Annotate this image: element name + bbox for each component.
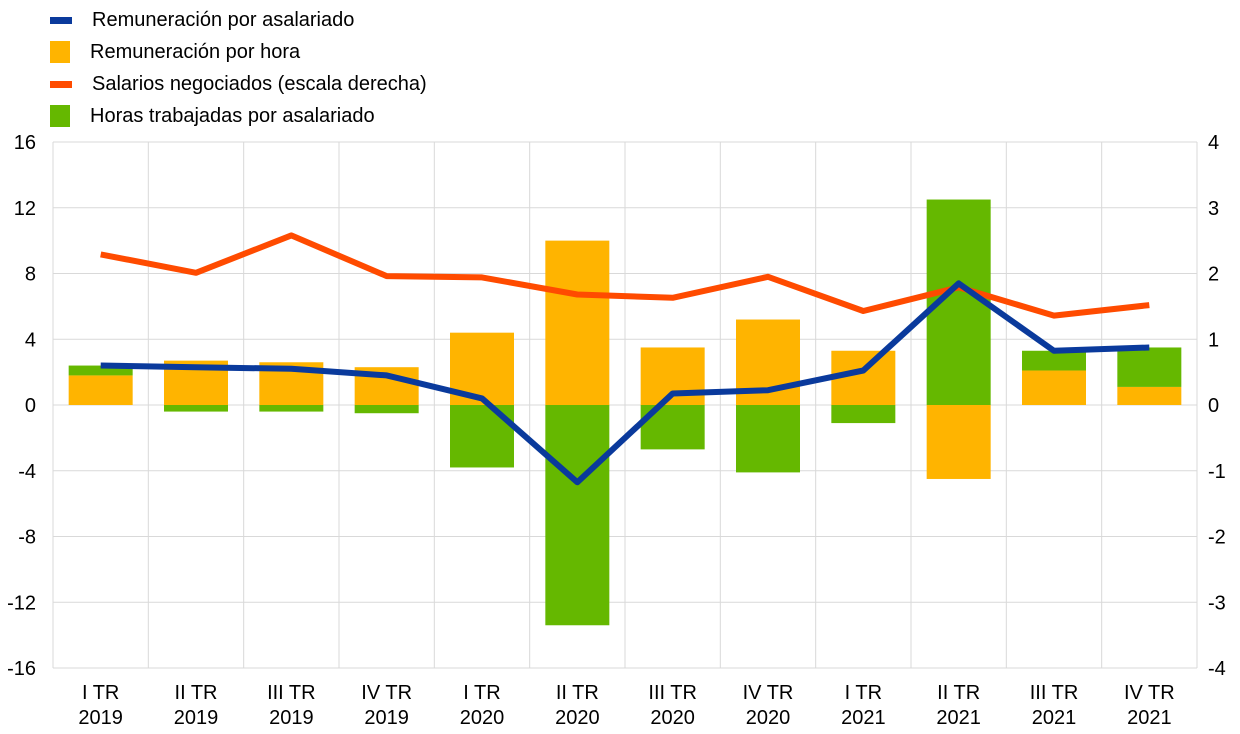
bar-remuneracion-hora xyxy=(68,375,133,405)
bar-horas-trabajadas xyxy=(354,405,419,414)
bar-horas-trabajadas xyxy=(545,405,610,626)
left-axis-tick-label: 12 xyxy=(14,198,36,220)
right-axis-tick-label: 4 xyxy=(1208,132,1219,154)
legend-swatch-horas-trabajadas xyxy=(50,105,70,127)
left-axis-tick-label: 16 xyxy=(14,132,36,154)
x-axis-tick-label: I TR 2019 xyxy=(78,682,123,729)
line-remuneracion-asalariado xyxy=(100,280,1150,486)
legend-item-remuneracion-asalariado: Remuneración por asalariado xyxy=(50,4,427,36)
right-axis-tick-label: 0 xyxy=(1208,395,1219,417)
legend-item-remuneracion-hora: Remuneración por hora xyxy=(50,36,427,68)
x-axis-tick-label: IV TR 2021 xyxy=(1124,682,1175,729)
x-axis-tick-label: I TR 2021 xyxy=(841,682,886,729)
bar-horas-trabajadas xyxy=(259,405,324,412)
x-axis-tick-label: III TR 2021 xyxy=(1030,682,1079,729)
x-axis-tick-label: IV TR 2020 xyxy=(743,682,794,729)
bar-horas-trabajadas xyxy=(831,405,896,424)
legend-label-remuneracion-hora: Remuneración por hora xyxy=(90,40,301,63)
left-axis-tick-label: -16 xyxy=(7,658,36,680)
left-axis-tick-label: 8 xyxy=(25,264,36,286)
bar-remuneracion-hora xyxy=(545,240,610,405)
right-axis-tick-label: -1 xyxy=(1208,461,1226,483)
x-axis-tick-label: IV TR 2019 xyxy=(361,682,412,729)
legend-label-horas-trabajadas: Horas trabajadas por asalariado xyxy=(90,104,375,127)
left-axis-tick-label: -12 xyxy=(7,592,36,614)
right-axis-tick-label: -3 xyxy=(1208,592,1226,614)
left-axis-tick-label: 0 xyxy=(25,395,36,417)
bar-horas-trabajadas xyxy=(68,365,133,376)
left-axis-tick-label: 4 xyxy=(25,329,36,351)
bar-horas-trabajadas xyxy=(1117,347,1182,387)
bar-horas-trabajadas xyxy=(164,405,228,412)
legend-item-salarios-negociados: Salarios negociados (escala derecha) xyxy=(50,68,427,100)
x-axis-tick-label: III TR 2020 xyxy=(648,682,697,729)
x-axis-tick-label: II TR 2021 xyxy=(936,682,981,729)
right-axis-tick-label: 1 xyxy=(1208,329,1219,351)
x-axis-tick-label: II TR 2020 xyxy=(555,682,600,729)
legend-swatch-remuneracion-hora xyxy=(50,41,70,63)
x-axis-tick-label: I TR 2020 xyxy=(460,682,505,729)
legend-item-horas-trabajadas: Horas trabajadas por asalariado xyxy=(50,100,427,132)
bar-horas-trabajadas xyxy=(1022,350,1086,371)
legend-swatch-remuneracion-asalariado xyxy=(50,16,72,24)
right-axis-tick-label: 3 xyxy=(1208,198,1219,220)
legend: Remuneración por asalariado Remuneración… xyxy=(50,4,427,132)
left-axis-tick-label: -8 xyxy=(18,527,36,549)
right-axis-tick-label: -2 xyxy=(1208,527,1226,549)
x-axis-tick-label: III TR 2019 xyxy=(267,682,316,729)
right-axis-tick-label: -4 xyxy=(1208,658,1226,680)
bar-remuneracion-hora xyxy=(1022,370,1086,405)
bar-remuneracion-hora xyxy=(1117,386,1182,405)
right-axis-tick-label: 2 xyxy=(1208,264,1219,286)
bar-remuneracion-hora xyxy=(926,405,991,479)
x-axis-tick-label: II TR 2019 xyxy=(174,682,219,729)
legend-swatch-salarios-negociados xyxy=(50,80,72,88)
bar-horas-trabajadas xyxy=(736,405,800,473)
legend-label-remuneracion-asalariado: Remuneración por asalariado xyxy=(92,8,355,31)
legend-label-salarios-negociados: Salarios negociados (escala derecha) xyxy=(92,72,427,95)
left-axis-tick-label: -4 xyxy=(18,461,36,483)
